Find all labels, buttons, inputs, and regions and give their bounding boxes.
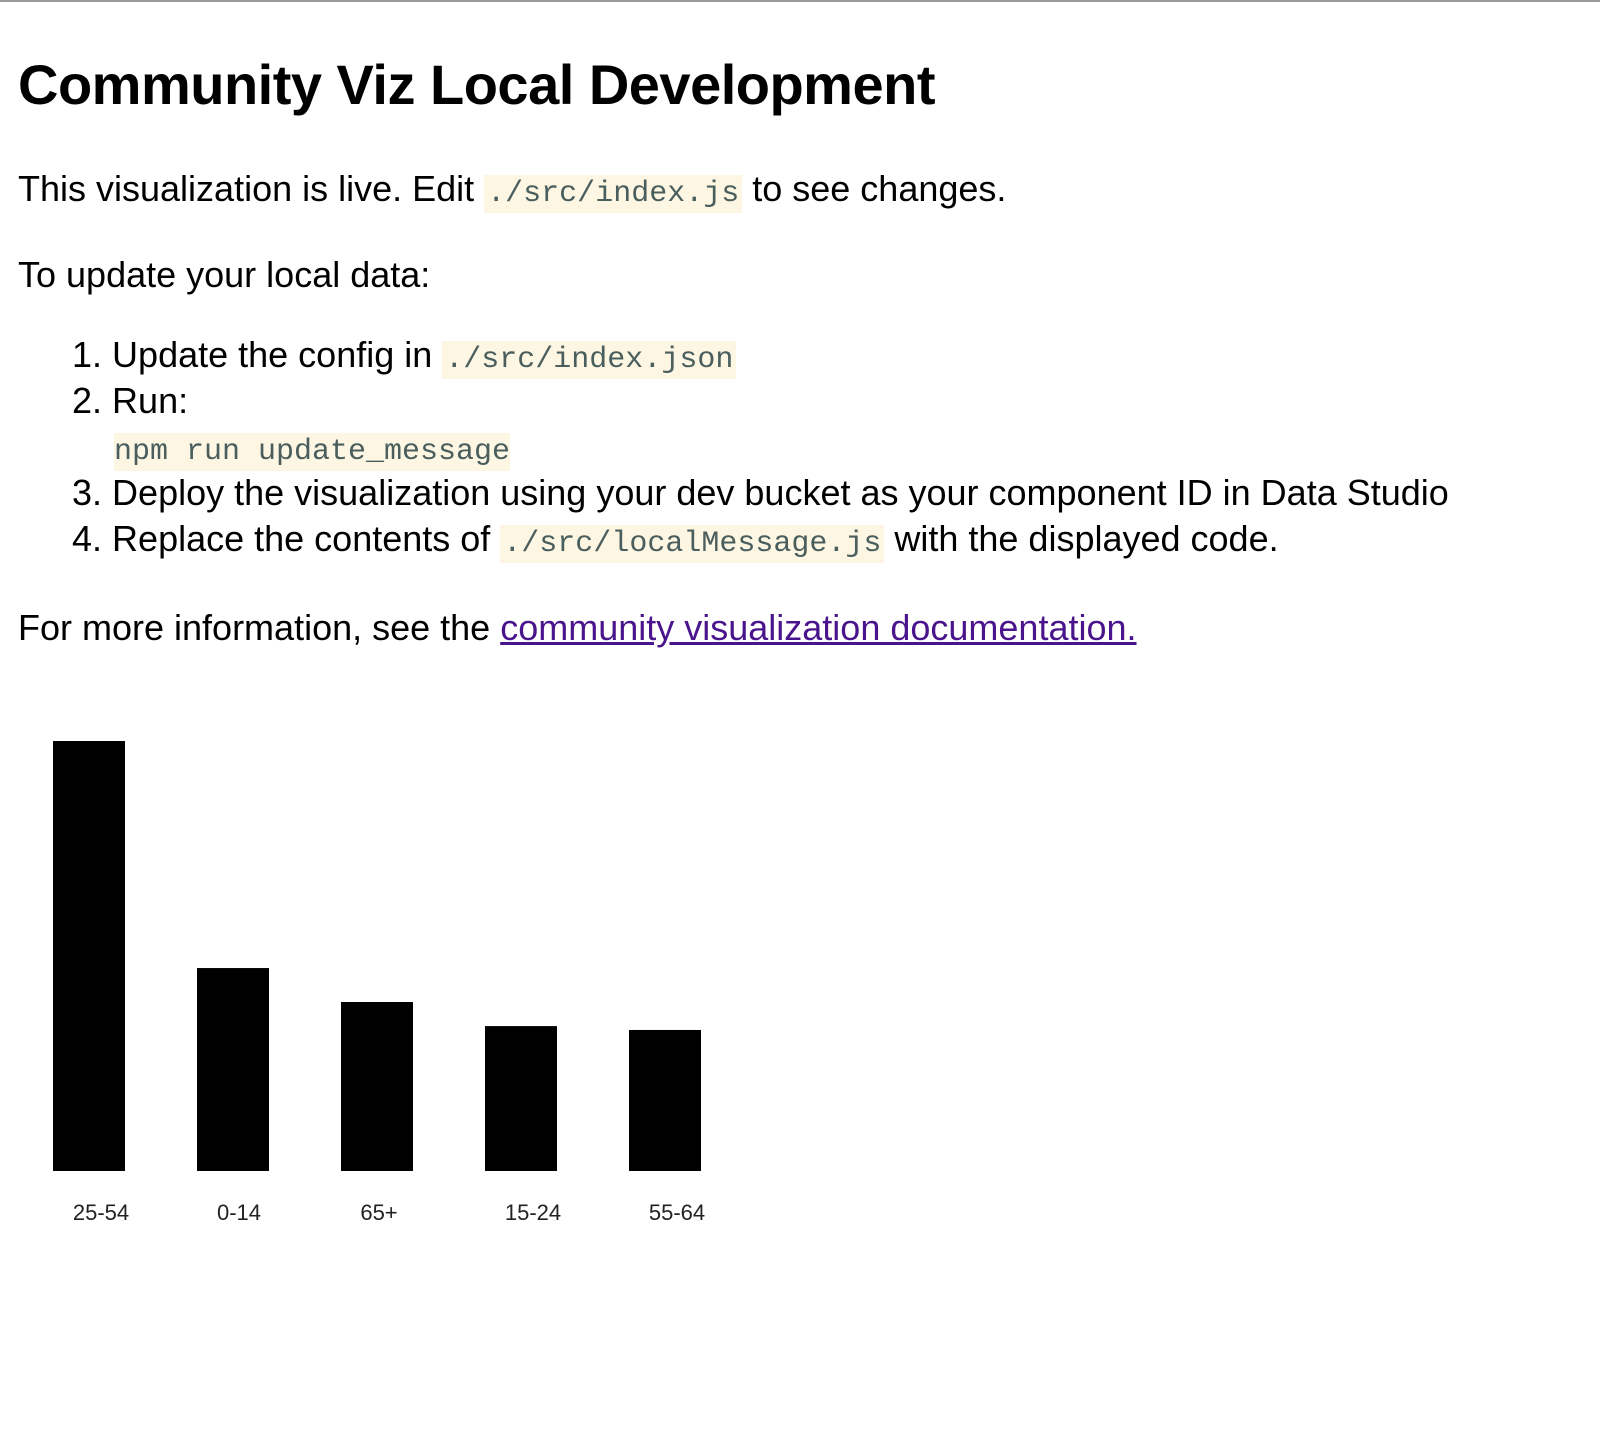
more-info-before: For more information, see the (18, 607, 501, 648)
step-3: 3. Deploy the visualization using your d… (72, 470, 1449, 516)
step-1: 1. Update the config in ./src/index.json (72, 332, 1449, 379)
code-index-json: ./src/index.json (442, 341, 737, 379)
x-tick-label: 15-24 (505, 1200, 561, 1225)
code-npm-command: npm run update_message (114, 433, 511, 471)
bar-55-64 (629, 1029, 701, 1171)
documentation-link[interactable]: community visualization documentation. (500, 607, 1137, 648)
x-tick-label: 0-14 (217, 1200, 261, 1225)
bar-0-14 (197, 968, 269, 1171)
steps-list: 1. Update the config in ./src/index.json… (72, 332, 1449, 563)
code-localmessage-js: ./src/localMessage.js (500, 525, 885, 563)
x-tick-label: 25-54 (73, 1200, 129, 1225)
bar-65+ (341, 1002, 413, 1171)
step-text: Replace the contents of (112, 518, 501, 559)
bar-25-54 (53, 741, 125, 1171)
step-number: 1. (72, 334, 103, 375)
intro-text: This visualization is live. Edit ./src/i… (18, 168, 1007, 213)
step-text: Update the config in (112, 334, 443, 375)
step-text: Run: (112, 380, 189, 421)
intro-before: This visualization is live. Edit (18, 168, 485, 209)
intro-after: to see changes. (742, 168, 1007, 209)
step-2: 2. Run: (72, 378, 1449, 424)
step-text: Deploy the visualization using your dev … (112, 472, 1449, 513)
update-heading: To update your local data: (18, 254, 431, 295)
bar-15-24 (485, 1026, 557, 1171)
step-2-command: npm run update_message (114, 424, 1449, 471)
more-info-text: For more information, see the community … (18, 607, 1137, 649)
x-tick-label: 65+ (360, 1200, 397, 1225)
page-title: Community Viz Local Development (18, 53, 935, 116)
x-tick-label: 55-64 (649, 1200, 705, 1225)
step-text-after: with the displayed code. (884, 518, 1279, 559)
code-index-js: ./src/index.js (484, 175, 743, 213)
step-number: 3. (72, 472, 103, 513)
step-number: 4. (72, 518, 103, 559)
step-4: 4. Replace the contents of ./src/localMe… (72, 516, 1449, 563)
step-number: 2. (72, 380, 103, 421)
